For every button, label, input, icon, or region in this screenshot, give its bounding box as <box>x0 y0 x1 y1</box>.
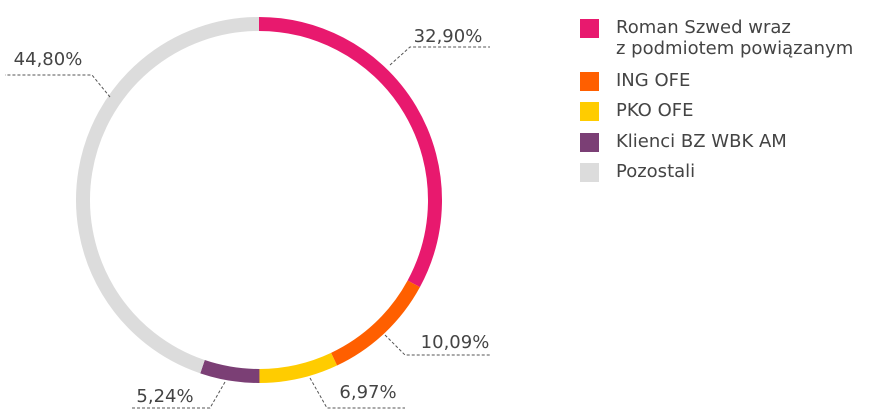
legend-swatch <box>580 19 599 38</box>
legend-item: Pozostali <box>580 161 695 182</box>
data-label: 32,90% <box>414 26 483 47</box>
legend-swatch <box>580 102 599 121</box>
legend-item: Roman Szwed wraz z podmiotem powiązanym <box>580 17 853 59</box>
donut-segment <box>200 360 260 383</box>
legend-swatch <box>580 72 599 91</box>
legend-swatch <box>580 163 599 182</box>
data-label: 44,80% <box>14 49 83 70</box>
data-label: 5,24% <box>136 386 193 407</box>
legend-label: Roman Szwed wraz z podmiotem powiązanym <box>616 17 854 59</box>
legend-swatch <box>580 133 599 152</box>
leader-line <box>130 381 226 409</box>
legend-item: ING OFE <box>580 70 690 91</box>
data-label: 10,09% <box>421 332 490 353</box>
legend-label: Klienci BZ WBK AM <box>616 131 787 152</box>
donut-segment <box>76 17 260 374</box>
donut-segment <box>330 280 420 366</box>
legend-item: PKO OFE <box>580 100 693 121</box>
donut-segment <box>258 17 442 288</box>
leader-line <box>389 46 490 66</box>
legend-item: Klienci BZ WBK AM <box>580 131 787 152</box>
donut-segment <box>259 352 338 383</box>
leader-line <box>5 74 111 98</box>
legend-label: Pozostali <box>616 161 696 182</box>
data-label: 6,97% <box>339 382 396 403</box>
leader-line <box>309 377 405 409</box>
legend-label: PKO OFE <box>616 100 694 121</box>
legend-label: ING OFE <box>616 70 691 91</box>
